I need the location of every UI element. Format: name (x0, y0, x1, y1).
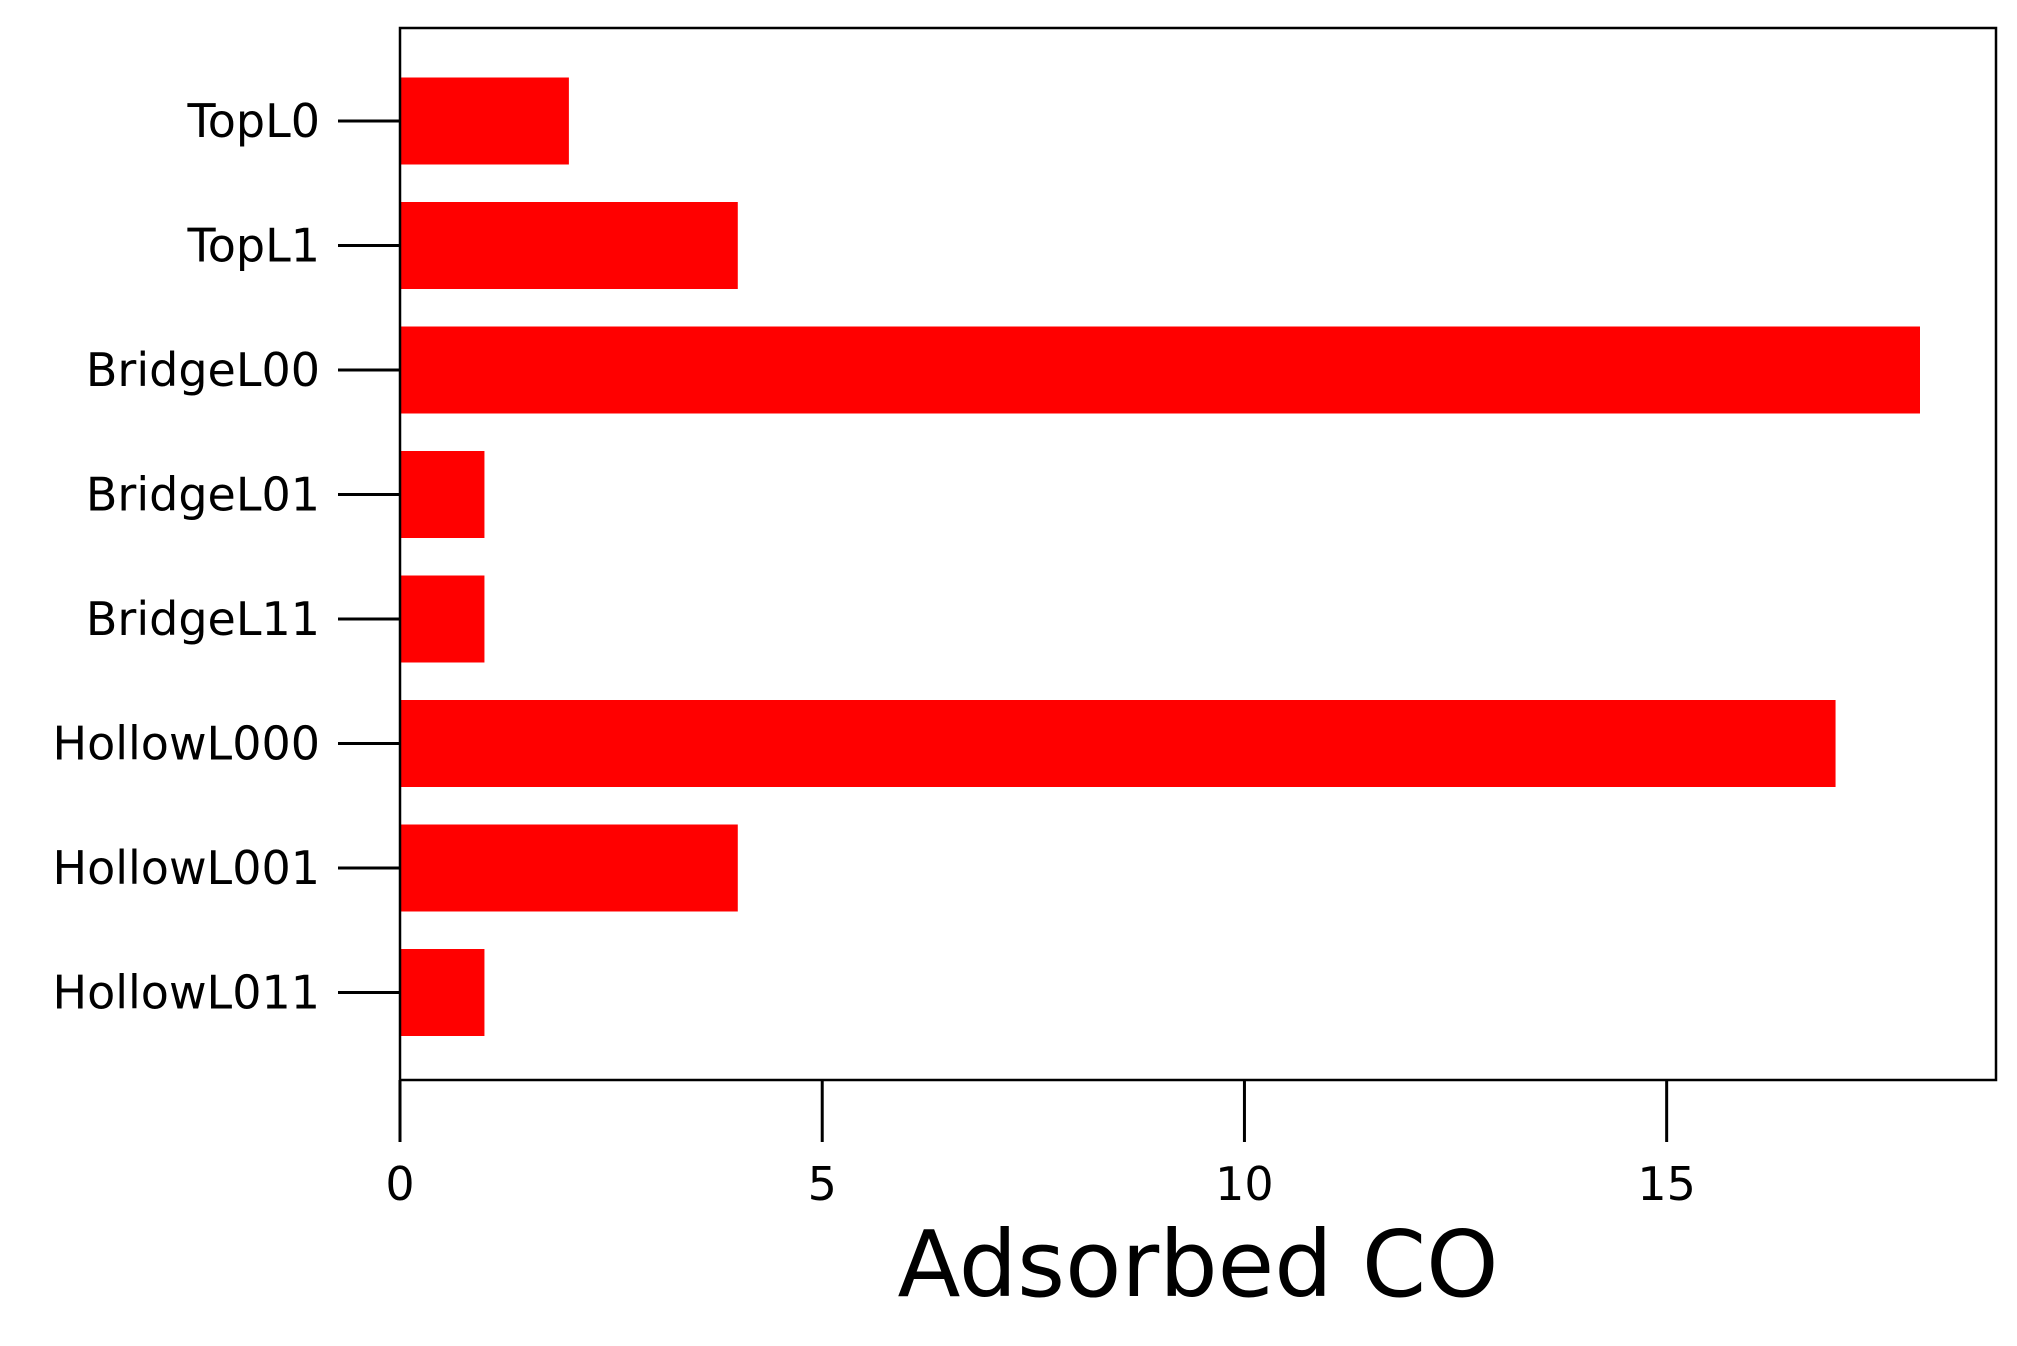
y-tick-label-hollowl001: HollowL001 (53, 841, 321, 895)
y-axis-ticks: TopL0 TopL1 BridgeL00 BridgeL01 BridgeL11 Hol… (53, 94, 400, 1020)
y-tick-label-hollowl000: HollowL000 (53, 717, 321, 771)
x-axis-ticks: 0 5 10 15 (385, 1080, 1696, 1211)
bar-topl1 (400, 202, 738, 289)
x-tick-label-10: 10 (1215, 1157, 1274, 1211)
bar-bridgel01 (400, 451, 485, 538)
bar-bridgel00 (400, 326, 1920, 414)
bar-hollowl001 (400, 824, 738, 912)
y-tick-label-bridgel01: BridgeL01 (86, 468, 320, 522)
x-tick-label-5: 5 (808, 1157, 837, 1211)
y-tick-label-hollowl011: HollowL011 (53, 966, 321, 1020)
bar-bridgel11 (400, 575, 485, 663)
bar-topl0 (400, 77, 569, 165)
bars-layer (400, 77, 1920, 1036)
bar-hollowl011 (400, 949, 485, 1036)
y-tick-label-bridgel00: BridgeL00 (86, 343, 320, 397)
plot-frame (398, 26, 1998, 1082)
y-tick-label-topl0: TopL0 (186, 94, 320, 148)
bar-hollowl000 (400, 700, 1836, 787)
x-tick-label-15: 15 (1637, 1157, 1696, 1211)
y-tick-label-bridgel11: BridgeL11 (86, 592, 320, 646)
y-tick-label-topl1: TopL1 (186, 219, 320, 273)
x-tick-label-0: 0 (385, 1157, 414, 1211)
x-axis-label: Adsorbed CO (897, 1211, 1498, 1318)
